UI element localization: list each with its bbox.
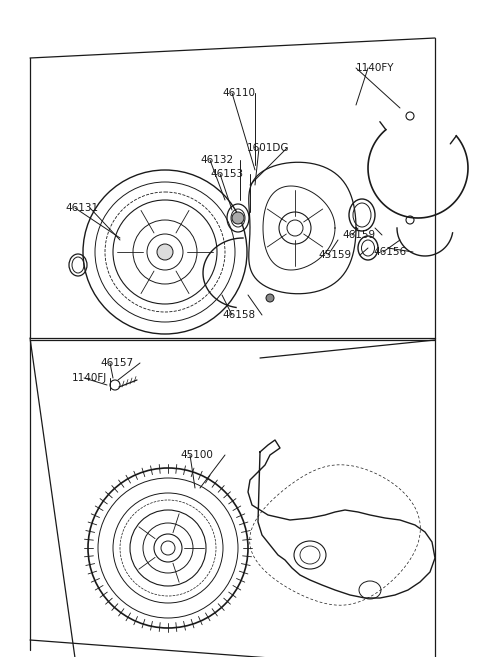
Text: 45100: 45100: [180, 450, 213, 460]
Text: 46153: 46153: [210, 169, 243, 179]
Text: 1140FJ: 1140FJ: [72, 373, 107, 383]
Text: 45159: 45159: [318, 250, 351, 260]
Text: 46110: 46110: [222, 88, 255, 98]
Text: 46131: 46131: [65, 203, 98, 213]
Circle shape: [157, 244, 173, 260]
Text: 46157: 46157: [100, 358, 133, 368]
Text: 46159: 46159: [342, 230, 375, 240]
Circle shape: [232, 212, 244, 224]
Text: 1601DG: 1601DG: [247, 143, 289, 153]
Circle shape: [110, 380, 120, 390]
Text: 46156: 46156: [373, 247, 406, 257]
Text: 46132: 46132: [200, 155, 233, 165]
Circle shape: [266, 294, 274, 302]
Text: 46158: 46158: [222, 310, 255, 320]
Text: 1140FY: 1140FY: [356, 63, 395, 73]
Circle shape: [161, 541, 175, 555]
